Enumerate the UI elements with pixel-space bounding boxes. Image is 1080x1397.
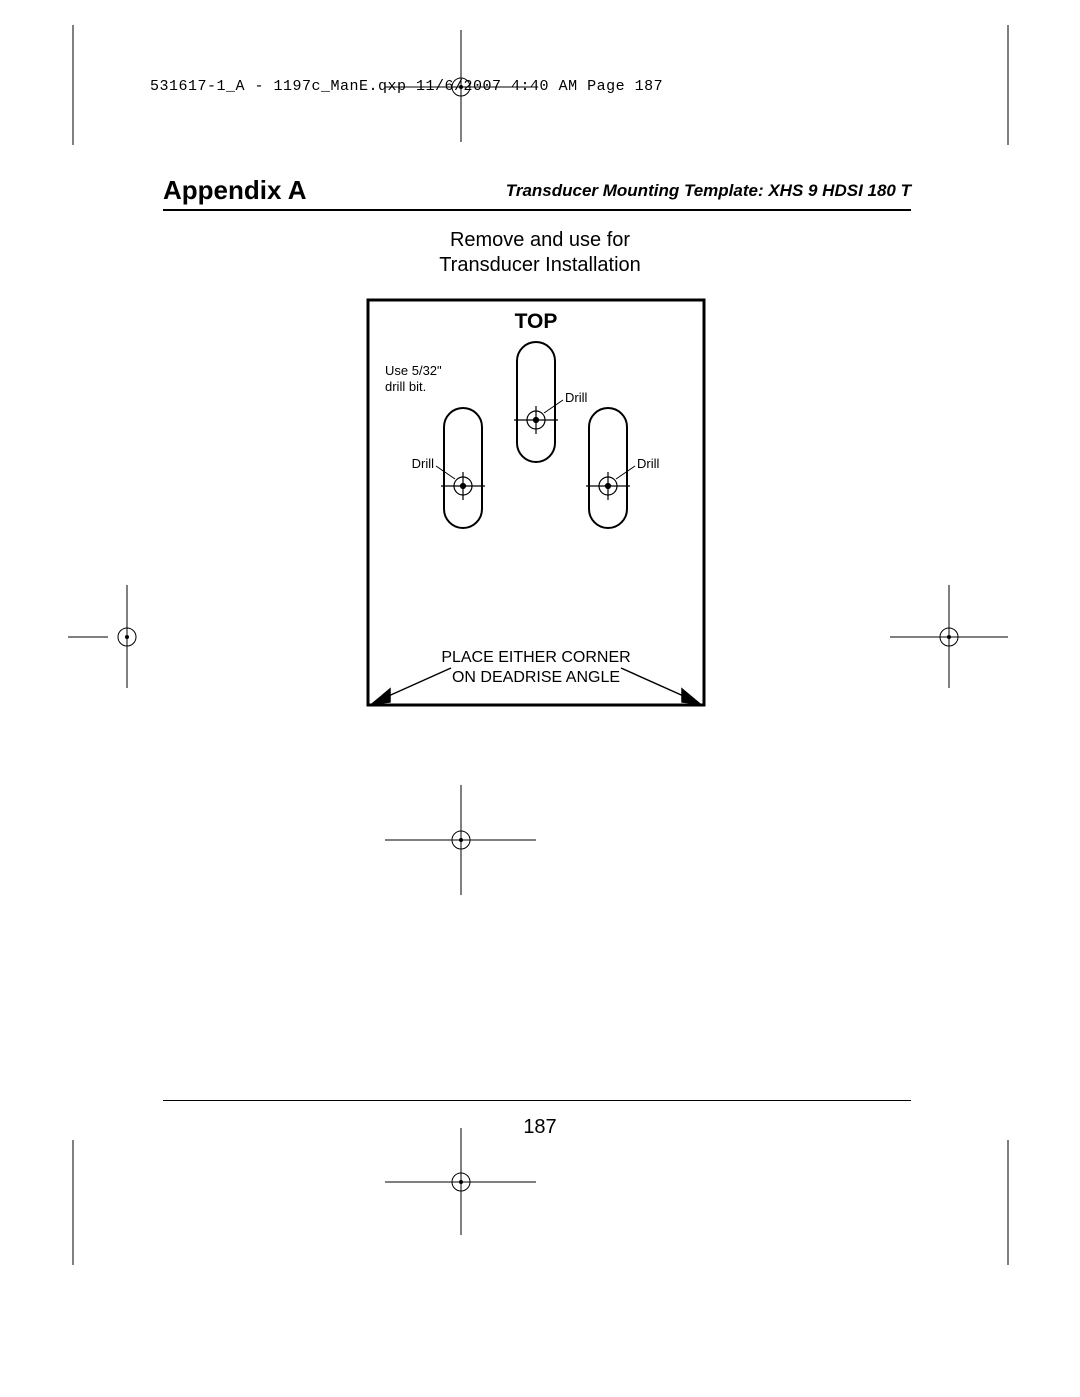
caption-line-2: Transducer Installation bbox=[439, 254, 641, 276]
mounting-slot bbox=[517, 342, 555, 462]
mounting-template-diagram: TOP Use 5/32" drill bit. Drill Drill Drill… bbox=[348, 290, 728, 720]
footer-rule bbox=[163, 1100, 911, 1101]
appendix-subtitle: Transducer Mounting Template: XHS 9 HDSI… bbox=[506, 181, 911, 201]
drill-note-line-2: drill bit. bbox=[385, 379, 426, 394]
header-rule bbox=[163, 209, 911, 211]
svg-text:Drill: Drill bbox=[565, 390, 587, 405]
caption-line-1: Remove and use for bbox=[450, 229, 630, 251]
drill-note-line-1: Use 5/32" bbox=[385, 363, 442, 378]
svg-text:Drill: Drill bbox=[637, 456, 659, 471]
page-header: Appendix A Transducer Mounting Template:… bbox=[163, 175, 911, 206]
page-number: 187 bbox=[0, 1116, 1080, 1139]
bottom-text-line-1: PLACE EITHER CORNER bbox=[441, 649, 630, 666]
appendix-title: Appendix A bbox=[163, 175, 306, 205]
mounting-slot bbox=[444, 408, 482, 528]
bottom-text-line-2: ON DEADRISE ANGLE bbox=[452, 669, 620, 686]
page: 531617-1_A - 1197c_ManE.qxp 11/6/2007 4:… bbox=[0, 0, 1080, 1397]
svg-text:Drill: Drill bbox=[412, 456, 434, 471]
print-meta-line: 531617-1_A - 1197c_ManE.qxp 11/6/2007 4:… bbox=[150, 78, 663, 95]
mounting-slot bbox=[589, 408, 627, 528]
template-caption: Remove and use for Transducer Installati… bbox=[0, 228, 1080, 278]
top-label: TOP bbox=[515, 310, 558, 333]
